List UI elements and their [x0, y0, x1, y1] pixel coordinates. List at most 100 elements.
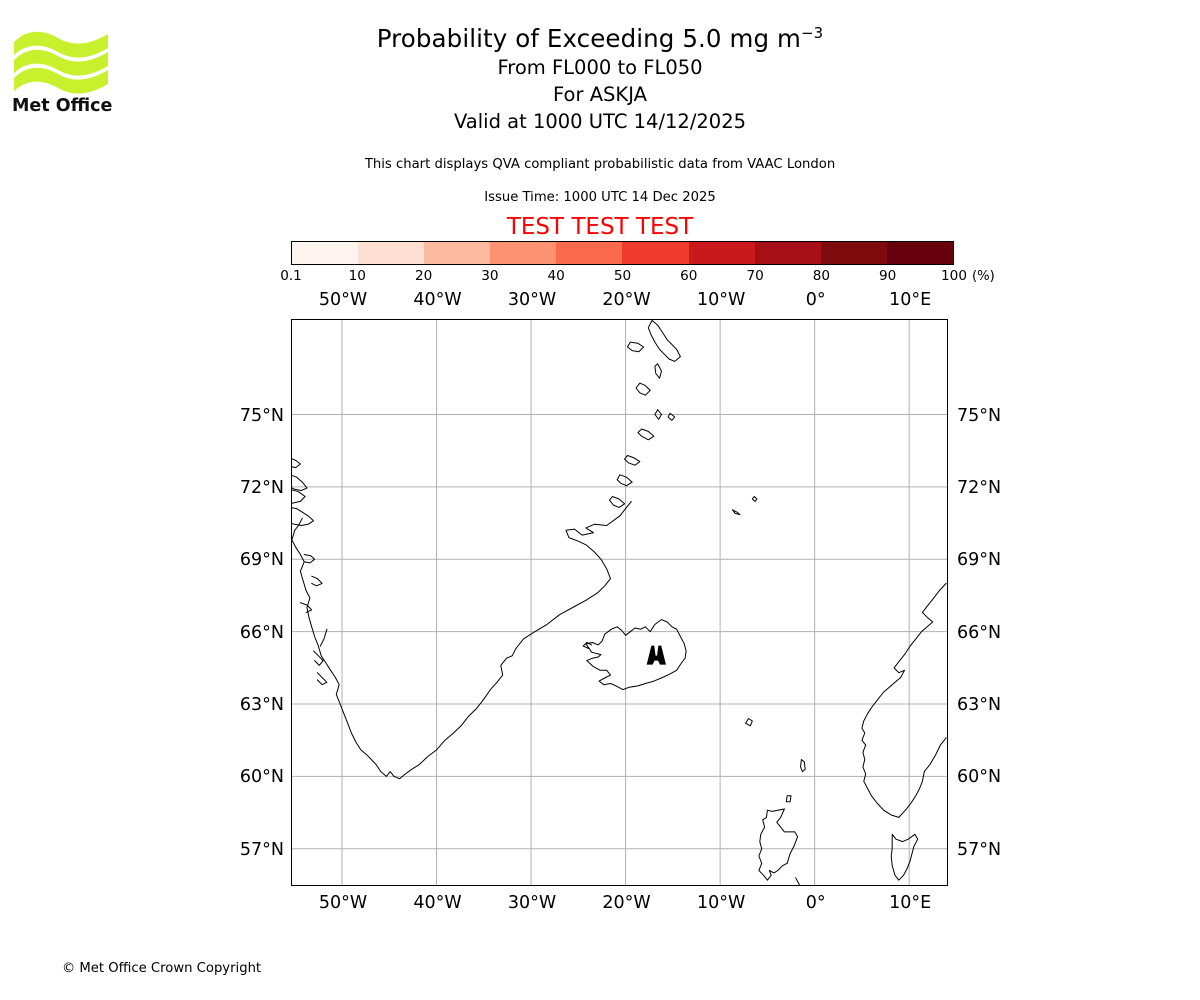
colorbar-tick-40: 40 — [547, 268, 565, 284]
map-gridlines — [292, 320, 947, 885]
lat-label-right-69°N: 69°N — [957, 550, 1002, 571]
colorbar-band-3 — [490, 242, 557, 264]
lat-label-left-57°N: 57°N — [239, 839, 284, 860]
page-title: Probability of Exceeding 5.0 mg m−3 — [0, 24, 1200, 54]
valid-time-line: Valid at 1000 UTC 14/12/2025 — [453, 110, 747, 133]
lon-label-40°W: 40°W — [413, 290, 462, 310]
colorbar-tick-20: 20 — [414, 268, 433, 284]
lon-label-10°E: 10°E — [889, 290, 932, 310]
coastline-segment-28 — [800, 759, 807, 773]
chart-title-block: Probability of Exceeding 5.0 mg m−3 From… — [0, 24, 1200, 135]
coastline-segment-31 — [795, 877, 801, 885]
coastline-segment-17 — [668, 413, 676, 422]
coastline-segment-6 — [300, 602, 313, 614]
lon-label-10°E: 10°E — [889, 893, 932, 913]
lat-label-right-66°N: 66°N — [957, 622, 1002, 643]
coastline-segment-25 — [891, 834, 919, 882]
coastline-segment-11 — [732, 509, 741, 516]
issue-time: Issue Time: 1000 UTC 14 Dec 2025 — [484, 190, 716, 205]
coastline-segment-34 — [583, 642, 593, 650]
coastline-segment-22 — [752, 496, 758, 503]
coastline-segment-5 — [311, 576, 324, 587]
coastline-segment-12 — [648, 320, 682, 363]
colorbar-tick-30: 30 — [481, 268, 499, 284]
test-banner: TEST TEST TEST — [506, 214, 694, 240]
volcano-symbol-askja — [647, 645, 667, 665]
svg-text:Met Office: Met Office — [12, 96, 112, 116]
volcano-name-line: For ASKJA — [553, 83, 647, 106]
coastline-segment-7 — [320, 629, 328, 648]
coastline-segment-27 — [786, 795, 792, 803]
page-title-text: Probability of Exceeding 5.0 mg m — [376, 24, 801, 53]
colorbar-band-9 — [886, 242, 953, 264]
volcano-marker-askja — [647, 645, 667, 665]
coastline-segment-23 — [861, 583, 947, 819]
coastline-segment-21 — [609, 496, 626, 509]
colorbar-tick-100: 100 — [941, 268, 967, 284]
lat-label-left-63°N: 63°N — [239, 695, 284, 716]
colorbar-tick-70: 70 — [746, 268, 764, 284]
lat-label-left-75°N: 75°N — [239, 405, 284, 426]
coastline-segment-10 — [585, 619, 688, 691]
colorbar-tick-0.1: 0.1 — [280, 268, 302, 284]
coastline-segment-20 — [617, 474, 634, 487]
coastline-segment-19 — [624, 455, 641, 467]
colorbar-tick-50: 50 — [613, 268, 632, 284]
page-title-superscript: −3 — [800, 23, 824, 42]
lat-label-right-57°N: 57°N — [957, 839, 1002, 860]
lon-label-30°W: 30°W — [507, 893, 557, 913]
lon-label-50°W: 50°W — [318, 893, 368, 913]
coastline-segment-8 — [313, 650, 325, 667]
colorbar-band-5 — [622, 242, 689, 264]
colorbar-band-2 — [424, 242, 491, 264]
colorbar-band-0 — [292, 242, 359, 264]
lon-label-10°W: 10°W — [696, 893, 746, 913]
lat-label-right-60°N: 60°N — [957, 767, 1002, 788]
lat-label-right-72°N: 72°N — [957, 477, 1002, 498]
coastline-segment-33 — [606, 501, 633, 527]
colorbar-band-8 — [820, 242, 887, 264]
lon-label-0°: 0° — [805, 893, 826, 913]
lon-label-40°W: 40°W — [413, 893, 462, 913]
lon-label-20°W: 20°W — [602, 290, 651, 310]
copyright-notice: © Met Office Crown Copyright — [62, 961, 262, 976]
coastline-segment-0 — [292, 518, 612, 780]
colorbar-band-4 — [556, 242, 623, 264]
lat-label-right-75°N: 75°N — [957, 405, 1002, 426]
coastline-segment-14 — [654, 363, 663, 380]
colorbar-unit-label: (%) — [972, 269, 995, 284]
coastline-segment-3 — [292, 475, 308, 492]
coastline-segment-2 — [292, 507, 315, 527]
coastline-segment-4 — [304, 554, 316, 564]
map-coastlines — [292, 320, 947, 885]
coastline-segment-18 — [637, 428, 655, 441]
colorbar-tick-90: 90 — [879, 268, 897, 284]
lon-label-0°: 0° — [805, 290, 826, 310]
qva-note: This chart displays QVA compliant probab… — [364, 157, 836, 172]
colorbar-band-1 — [358, 242, 425, 264]
lat-label-left-60°N: 60°N — [239, 767, 284, 788]
coastline-segment-9 — [317, 672, 328, 686]
colorbar-tick-labels: 0.1 10 20 30 40 50 60 70 80 90 100 — [280, 268, 967, 286]
lon-label-30°W: 30°W — [507, 290, 557, 310]
coastline-segment-26 — [758, 808, 799, 882]
colorbar-gradient — [291, 241, 954, 265]
colorbar-band-6 — [688, 242, 755, 264]
coastline-segment-32 — [292, 458, 302, 469]
coastline-segment-15 — [635, 383, 652, 397]
lat-label-right-63°N: 63°N — [957, 695, 1002, 716]
colorbar-tick-80: 80 — [812, 268, 831, 284]
met-office-logo: Met Office — [12, 24, 112, 116]
lon-label-20°W: 20°W — [602, 893, 651, 913]
colorbar-band-7 — [754, 242, 821, 264]
coastline-segment-16 — [654, 409, 663, 421]
flight-level-line: From FL000 to FL050 — [497, 56, 703, 79]
probability-colorbar — [291, 241, 954, 265]
lat-label-left-66°N: 66°N — [239, 622, 284, 643]
coastline-segment-1 — [292, 489, 307, 505]
coastline-segment-29 — [745, 718, 754, 727]
lat-label-left-69°N: 69°N — [239, 550, 284, 571]
lat-label-left-72°N: 72°N — [239, 477, 284, 498]
map-panel[interactable] — [291, 319, 948, 886]
colorbar-tick-60: 60 — [680, 268, 698, 284]
